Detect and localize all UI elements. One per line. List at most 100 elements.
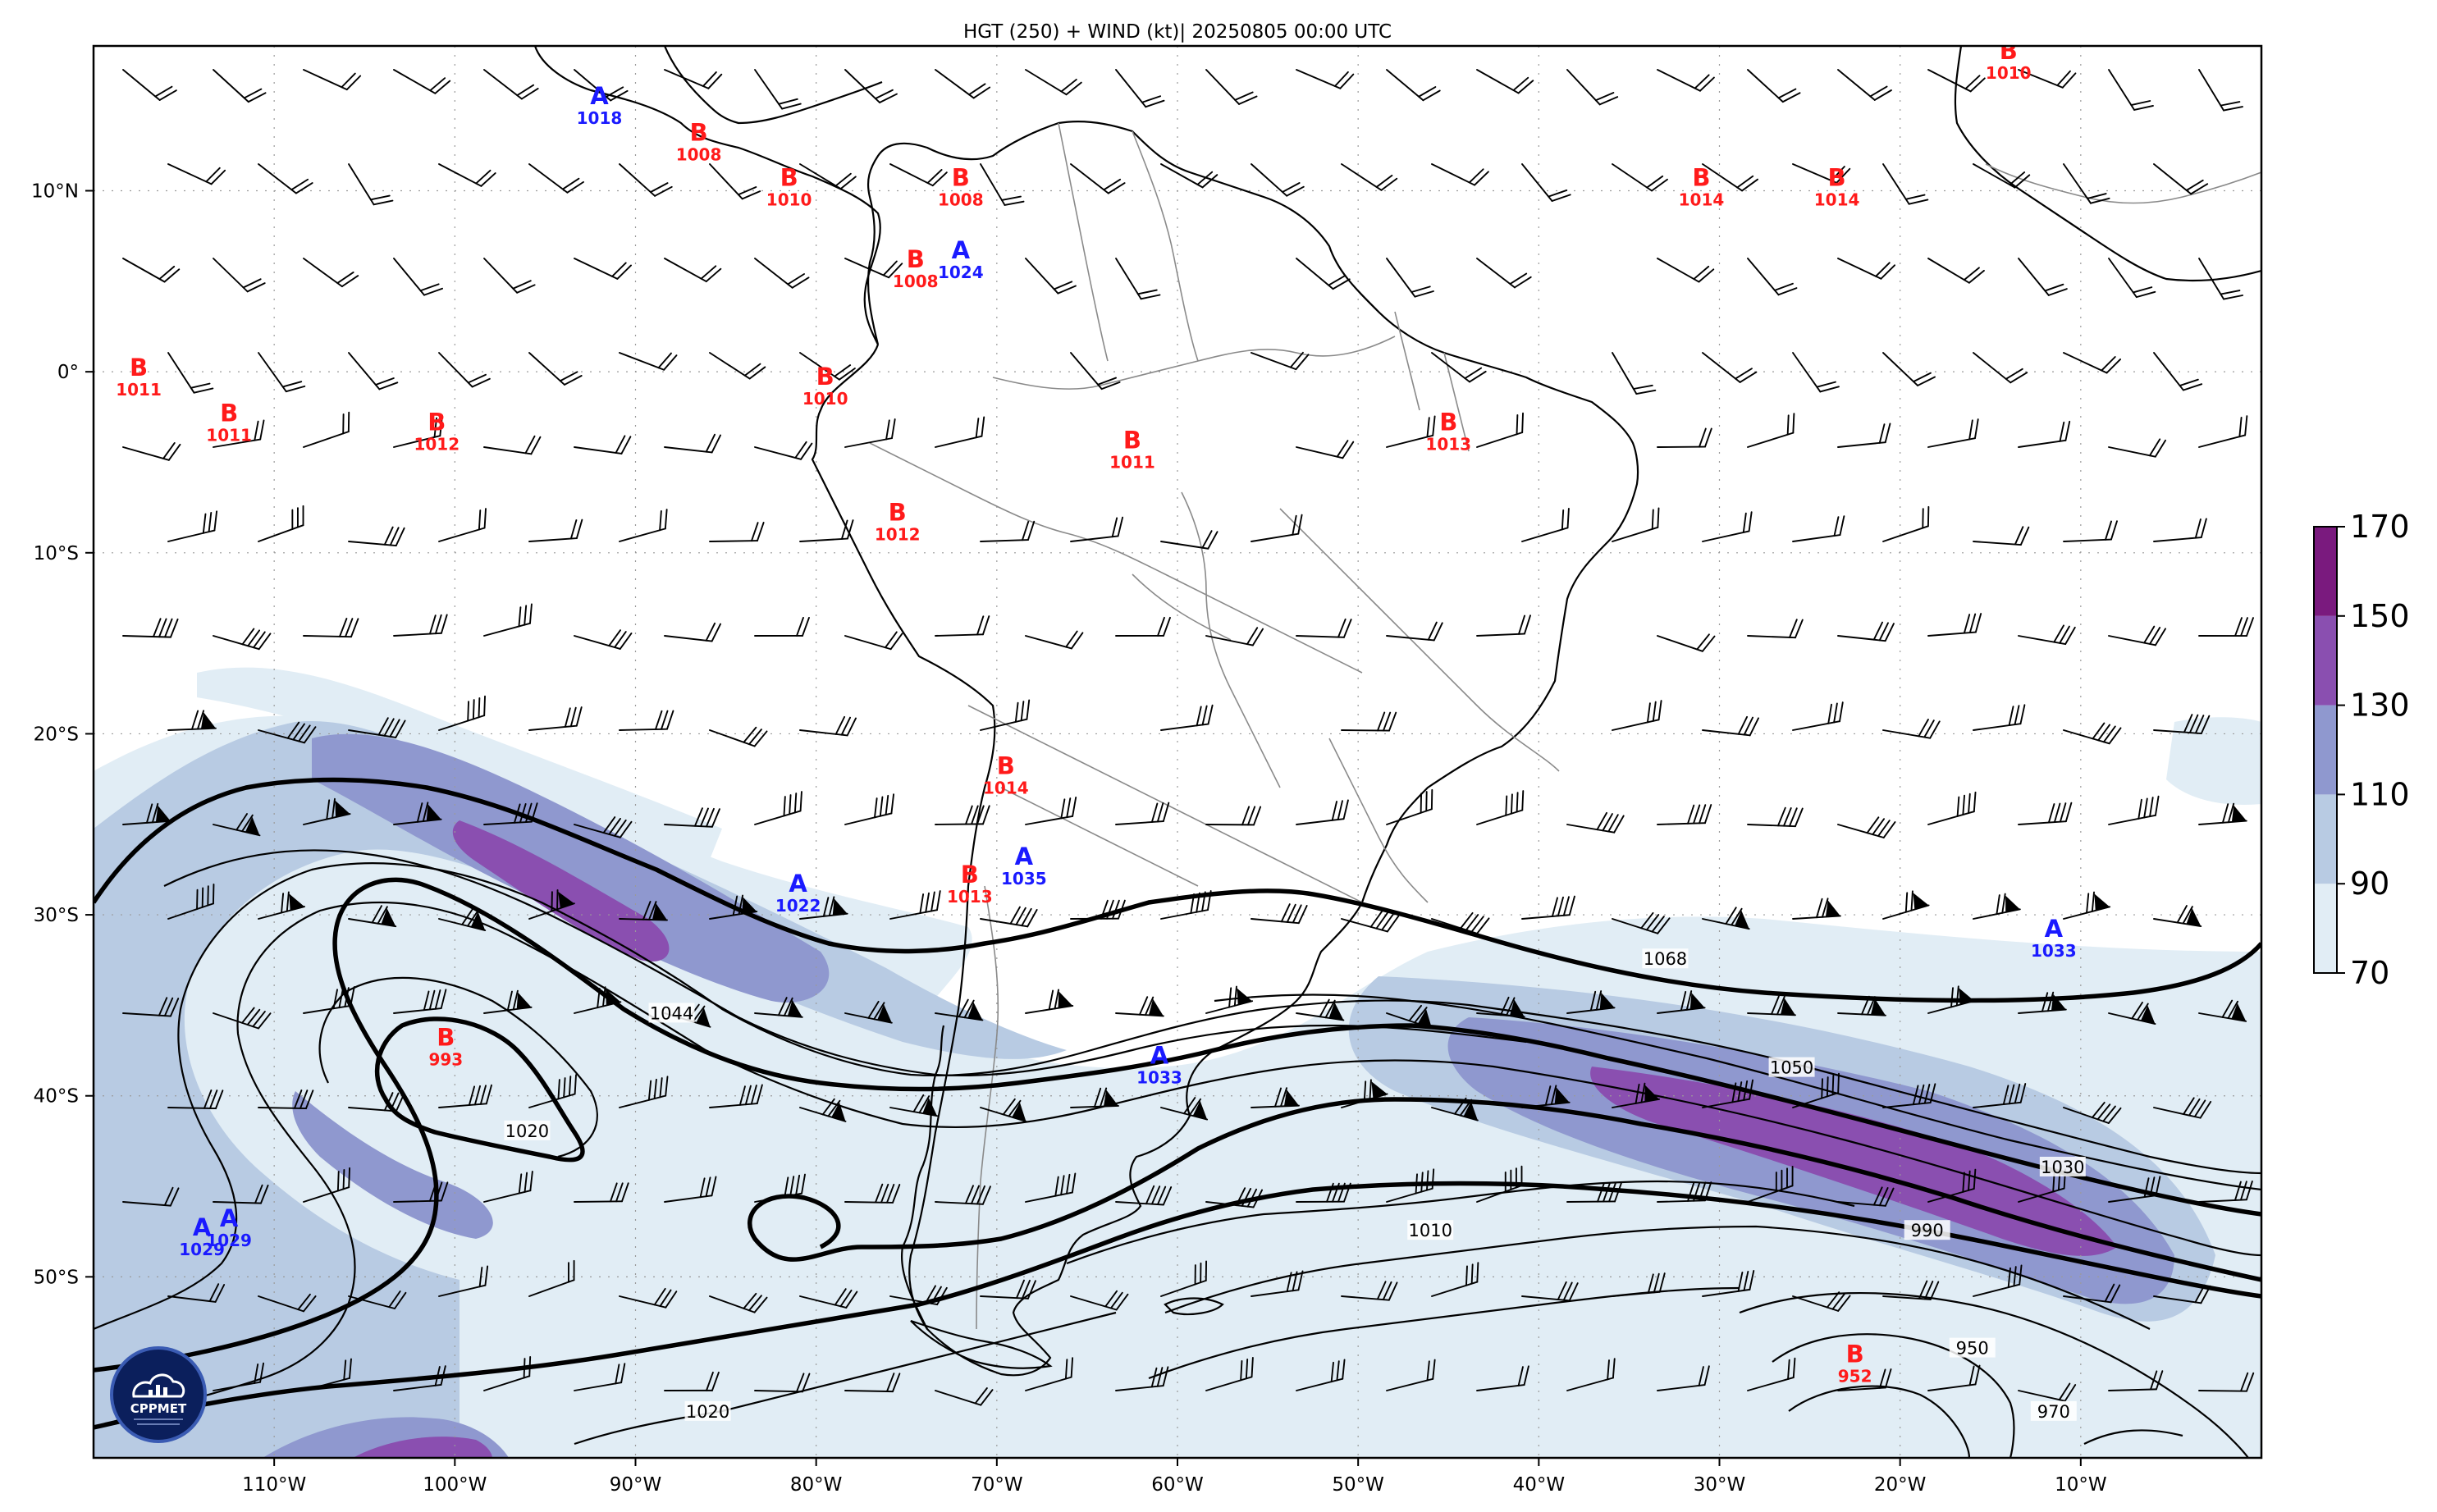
wind-barb <box>1431 1097 1479 1121</box>
contour-label-bg <box>1904 1220 1950 1240</box>
wind-barb <box>1657 1365 1710 1391</box>
wind-barb <box>1115 69 1165 108</box>
wind-barb <box>213 258 266 293</box>
wind-barb <box>438 508 487 542</box>
wind-barb <box>1747 806 1804 828</box>
wind-barb <box>2018 991 2067 1014</box>
wind-barb <box>574 258 633 280</box>
logo-text: CPPMET <box>130 1401 187 1416</box>
wind-barb <box>664 807 720 828</box>
wind-barb <box>213 419 265 448</box>
wind-barb <box>2198 617 2254 637</box>
wind-barb <box>1837 423 1891 448</box>
wind-barb <box>1115 258 1161 300</box>
center-letter: A <box>590 82 609 110</box>
wind-barb <box>1702 1079 1753 1108</box>
wind-barb <box>889 890 941 920</box>
wind-barb <box>1566 1358 1616 1391</box>
wind-barb <box>980 1098 1027 1122</box>
wind-barb <box>1476 258 1532 289</box>
pressure-centers: A1018B1008B1010B1008A1024B1008B1010B1014… <box>116 46 2076 1386</box>
contour-label: 1020 <box>686 1402 729 1422</box>
wind-barb <box>2198 999 2247 1022</box>
wind-barb <box>799 352 856 381</box>
lon-tick-label: 60°W <box>1151 1474 1204 1496</box>
wind-barb <box>1431 352 1487 383</box>
wind-barb <box>1115 996 1164 1017</box>
wind-barb <box>1205 1356 1254 1391</box>
cppmet-logo: CPPMET <box>110 1346 207 1443</box>
wind-barb <box>754 1173 806 1203</box>
wind-barb <box>1070 1290 1129 1311</box>
wind-barb <box>1792 701 1844 731</box>
center-letter: A <box>1015 843 1034 870</box>
lat-tick-label: 30°S <box>34 905 79 926</box>
wind-barb <box>1070 163 1126 194</box>
contour-label: 1020 <box>505 1121 549 1141</box>
wind-barb <box>844 1000 893 1024</box>
wind-barb <box>528 1259 575 1297</box>
wind-barb <box>528 889 575 920</box>
contour-label-bg <box>648 1003 695 1023</box>
contour-label: 1030 <box>2041 1158 2084 1177</box>
wind-barb <box>1702 352 1758 383</box>
wind-barb <box>1657 1181 1712 1203</box>
contour-thick-south <box>94 1181 2261 1430</box>
wind-barb <box>258 1293 317 1313</box>
wind-barb <box>167 352 214 394</box>
center-letter: B <box>1123 426 1141 454</box>
wind-barb <box>1025 796 1077 825</box>
wind-speed-colorbar: 70 90 110 130 150 170 <box>2313 509 2410 991</box>
center-letter: A <box>193 1213 212 1241</box>
wind-barb <box>2153 1284 2211 1304</box>
contour-thin-1010 <box>1066 1180 1855 1265</box>
lon-tick-label: 30°W <box>1694 1474 1746 1496</box>
wind-barb <box>1070 899 1126 920</box>
contour-label: 1044 <box>650 1003 693 1023</box>
contour-label-bg <box>2030 1400 2077 1421</box>
wind-barb <box>393 614 448 637</box>
wind-barb <box>664 69 723 89</box>
lat-tick-label: 20°S <box>34 724 79 745</box>
colorbar-tick-label: 130 <box>2350 687 2410 724</box>
wind-barb <box>1431 163 1489 186</box>
wind-barb <box>438 1265 489 1297</box>
wind-barb <box>393 1181 449 1203</box>
wind-barb <box>1296 998 1345 1021</box>
wind-barb <box>2108 258 2156 299</box>
wind-barb <box>258 721 317 744</box>
wind-barb <box>1882 719 1941 739</box>
wind-barb <box>1251 514 1303 542</box>
wind-barb <box>393 802 442 825</box>
contour-thick-jet <box>748 1097 2261 1282</box>
center-value: 1008 <box>893 272 939 291</box>
wind-barb <box>1792 515 1845 542</box>
wind-barb <box>1702 511 1753 542</box>
shade-90kt <box>94 721 1067 1458</box>
center-value: 1010 <box>766 190 812 210</box>
center-value: 1011 <box>206 425 252 445</box>
wind-barb <box>844 793 895 825</box>
wind-barb <box>1612 700 1662 731</box>
wind-barb <box>1973 1264 2023 1297</box>
wind-barb <box>980 699 1031 731</box>
wind-barb <box>1657 69 1715 92</box>
lon-tick-label: 100°W <box>423 1474 487 1496</box>
wind-barb <box>1657 633 1716 652</box>
wind-barb <box>213 69 267 103</box>
wind-barb <box>483 258 536 294</box>
center-letter: B <box>780 164 798 192</box>
wind-barb <box>1702 907 1750 930</box>
wind-barb <box>1296 799 1349 825</box>
wind-barb <box>1882 352 1936 386</box>
wind-barb <box>1431 911 1490 934</box>
wind-barb <box>1837 621 1895 642</box>
wind-barb <box>393 1365 446 1391</box>
wind-barb <box>1747 1165 1794 1203</box>
